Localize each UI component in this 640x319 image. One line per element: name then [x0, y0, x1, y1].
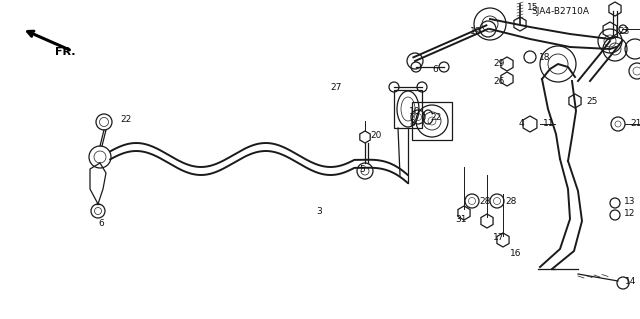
Text: 21: 21	[630, 120, 640, 129]
Text: 6: 6	[98, 219, 104, 227]
Text: 11: 11	[543, 120, 554, 129]
Text: 12: 12	[624, 210, 636, 219]
Text: 22: 22	[120, 115, 131, 123]
Text: FR.: FR.	[55, 47, 76, 57]
Text: 18: 18	[539, 53, 550, 62]
Text: 19: 19	[470, 26, 481, 35]
Text: 29: 29	[493, 60, 504, 69]
Text: 3: 3	[316, 206, 322, 216]
Text: 31: 31	[455, 214, 467, 224]
Text: 6: 6	[432, 64, 438, 73]
Text: 22: 22	[430, 113, 441, 122]
Text: 17: 17	[493, 233, 504, 241]
Text: 14: 14	[625, 277, 636, 286]
Text: 28: 28	[479, 197, 490, 205]
Text: 25: 25	[586, 97, 597, 106]
Text: 5: 5	[359, 165, 365, 174]
Text: 15: 15	[527, 3, 538, 11]
Text: 28: 28	[505, 197, 516, 205]
Text: 20: 20	[370, 130, 381, 139]
Text: 4: 4	[519, 120, 525, 129]
Text: 27: 27	[330, 83, 341, 92]
Text: SJA4-B2710A: SJA4-B2710A	[531, 8, 589, 17]
Text: 26: 26	[493, 77, 504, 85]
Text: 16: 16	[510, 249, 522, 258]
Text: 13: 13	[624, 197, 636, 205]
Text: 10: 10	[409, 107, 420, 115]
Text: 8: 8	[409, 120, 415, 129]
Text: 23: 23	[618, 26, 629, 35]
